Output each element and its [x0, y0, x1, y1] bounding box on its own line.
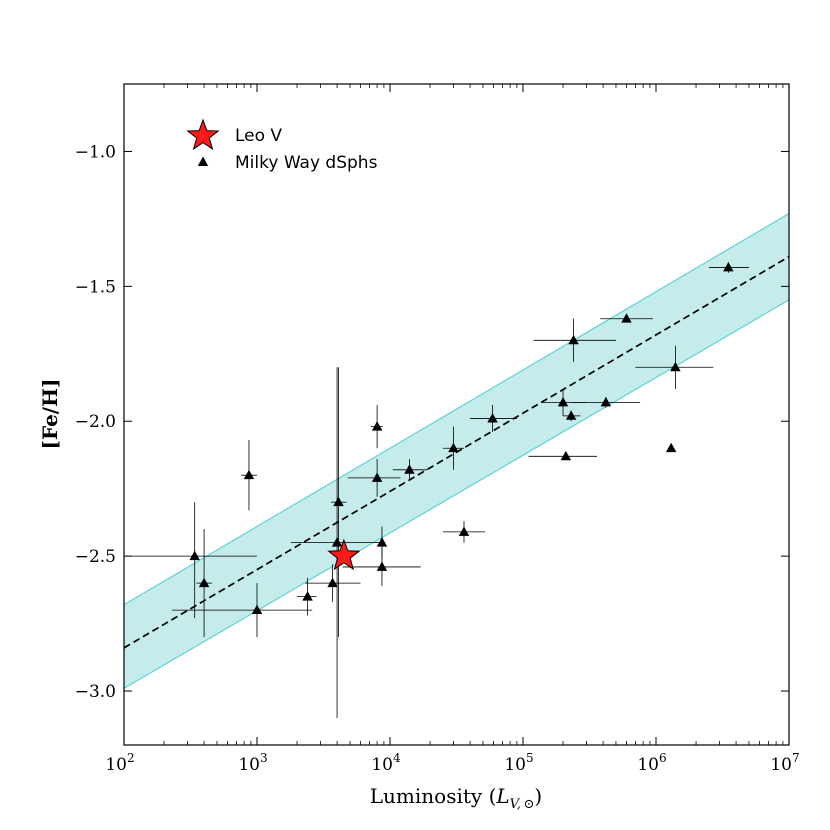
- band-lower-edge: [123, 299, 790, 689]
- xtick-label-5: 107: [770, 751, 799, 775]
- legend-triangle-marker: [197, 156, 209, 166]
- ytick-label-4: −3.0: [75, 682, 116, 702]
- dsph-point-19: [568, 334, 579, 345]
- dsph-point-11: [376, 561, 388, 571]
- xtick-label-exp-3: 5: [526, 751, 534, 765]
- ytick-label-0: −1.0: [75, 142, 116, 162]
- xtick-label-exp-1: 3: [260, 751, 268, 765]
- x-axis-label-sub: V, ⊙: [510, 797, 535, 812]
- band-upper-edge: [123, 212, 790, 606]
- y-tick-labels: −1.0 −1.5 −2.0 −2.5 −3.0: [75, 142, 116, 702]
- dsph-point-1: [198, 577, 210, 588]
- xtick-label-base-2: 10: [371, 755, 393, 775]
- dsph-point-0: [189, 550, 200, 561]
- dsph-point-23: [670, 361, 681, 372]
- dsph-point-7: [333, 496, 344, 507]
- xtick-label-0: 102: [105, 751, 134, 775]
- dsph-point-22: [665, 442, 677, 453]
- dsph-point-5: [327, 577, 338, 588]
- dsph-point-16: [557, 396, 569, 407]
- dsph-point-2: [243, 469, 255, 480]
- x-tick-labels: 102 103 104 105 106 107: [105, 751, 799, 775]
- legend-label-milky-way-dsphs: Milky Way dSphs: [235, 153, 378, 173]
- dsph-point-21: [621, 313, 632, 323]
- x-axis-label-math: L: [495, 784, 509, 808]
- xtick-label-2: 104: [371, 751, 401, 775]
- tick-layer: [123, 84, 790, 745]
- ytick-label-2: −2.0: [75, 412, 116, 432]
- dsph-point-15: [487, 413, 498, 423]
- ytick-label-3: −2.5: [75, 547, 116, 567]
- dsph-point-8: [371, 421, 383, 431]
- dsph-point-13: [448, 442, 459, 453]
- legend-star-marker: [186, 118, 220, 151]
- xtick-label-base-1: 10: [238, 755, 260, 775]
- xtick-label-exp-0: 2: [127, 751, 135, 765]
- fit-line: [123, 255, 790, 649]
- legend: Leo V Milky Way dSphs: [186, 118, 378, 173]
- xtick-label-base-5: 10: [770, 755, 792, 775]
- plot-frame: [123, 83, 790, 746]
- xtick-label-exp-2: 4: [393, 751, 401, 765]
- xtick-label-1: 103: [238, 751, 267, 775]
- xtick-label-4: 106: [637, 751, 666, 775]
- dsph-point-20: [600, 396, 612, 407]
- dsph-point-3: [251, 604, 263, 615]
- dsph-point-9: [371, 472, 383, 482]
- dsph-point-12: [404, 464, 415, 474]
- leo-v-point: [327, 538, 361, 571]
- dsph-point-17: [560, 450, 572, 461]
- dsph-point-14: [458, 526, 470, 536]
- ytick-label-1: −1.5: [75, 277, 116, 297]
- x-axis-label: Luminosity (LV, ⊙): [370, 784, 542, 812]
- xtick-label-exp-5: 7: [792, 751, 800, 765]
- dsph-point-6: [331, 537, 343, 547]
- x-axis-label-close: ): [534, 784, 542, 808]
- dsph-point-10: [376, 537, 388, 547]
- y-axis-label: [Fe/H]: [38, 379, 62, 450]
- xtick-label-base-0: 10: [105, 755, 127, 775]
- xtick-label-base-4: 10: [637, 755, 659, 775]
- dsph-point-24: [723, 261, 734, 272]
- x-axis-label-text: Luminosity (: [370, 784, 497, 808]
- dsph-point-18: [565, 410, 577, 420]
- dsph-point-4: [302, 591, 313, 601]
- xtick-label-exp-4: 6: [659, 751, 667, 765]
- xtick-label-base-3: 10: [504, 755, 526, 775]
- marker-layer: [189, 261, 734, 615]
- xtick-label-3: 105: [504, 751, 533, 775]
- fit-line-layer: [123, 255, 790, 649]
- legend-label-leo-v: Leo V: [235, 126, 282, 146]
